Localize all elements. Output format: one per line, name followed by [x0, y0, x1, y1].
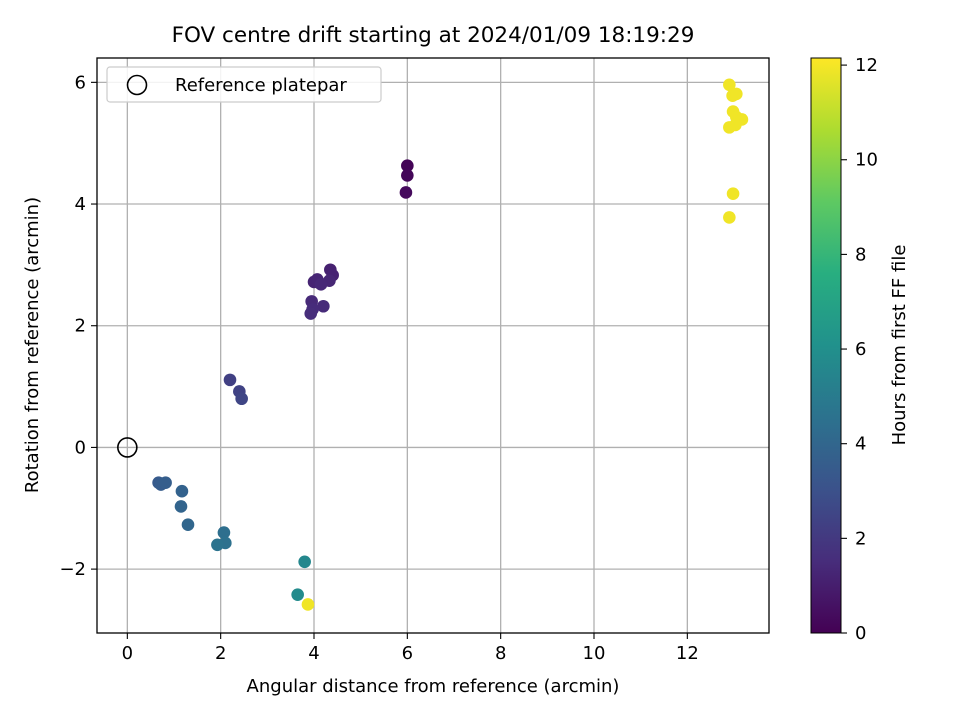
drift-point — [159, 476, 172, 490]
drift-point — [723, 211, 736, 224]
colorbar-gradient — [810, 57, 842, 634]
x-tick-label: 0 — [122, 643, 133, 664]
x-tick-label: 4 — [308, 643, 319, 664]
y-tick-label: −2 — [59, 559, 86, 580]
drift-point — [211, 538, 224, 552]
y-tick-label: 6 — [75, 72, 86, 93]
colorbar-tick-label: 0 — [855, 623, 866, 644]
x-tick-label: 8 — [495, 643, 506, 664]
plot-area — [96, 57, 770, 634]
colorbar-tick-label: 4 — [855, 434, 866, 455]
points-layer — [117, 78, 749, 611]
x-axis-label: Angular distance from reference (arcmin) — [247, 676, 620, 697]
chart-title: FOV centre drift starting at 2024/01/09 … — [172, 23, 695, 48]
colorbar: 0 2 4 6 8 10 12 Hours from first FF file — [810, 55, 910, 644]
drift-point — [730, 87, 743, 101]
colorbar-tick-label: 6 — [855, 339, 866, 360]
y-tick-label: 0 — [75, 437, 86, 458]
drift-point — [399, 186, 413, 199]
drift-point — [314, 278, 328, 291]
drift-point — [175, 484, 189, 498]
drift-point — [174, 500, 188, 513]
drift-point — [291, 588, 304, 601]
drift-point — [726, 187, 740, 200]
drift-point — [401, 169, 414, 182]
drift-point — [223, 373, 237, 387]
drift-point — [217, 526, 231, 539]
plot-frame — [96, 57, 770, 634]
drift-point — [401, 159, 414, 172]
colorbar-tick-label: 10 — [855, 150, 878, 171]
x-tick-label: 6 — [402, 643, 413, 664]
y-tick-label: 2 — [75, 316, 86, 337]
drift-point — [304, 307, 318, 320]
grid-layer — [97, 58, 769, 633]
reference-platepar-marker — [117, 437, 138, 458]
y-tick-label: 4 — [75, 194, 86, 215]
legend-entry-reference: Reference platepar — [175, 75, 347, 96]
drift-point — [298, 555, 311, 569]
colorbar-ticks: 0 2 4 6 8 10 12 — [841, 55, 878, 644]
colorbar-tick-label: 12 — [855, 55, 878, 76]
legend: Reference platepar — [106, 66, 382, 103]
legend-marker-reference — [126, 74, 148, 96]
x-tick-label: 12 — [676, 643, 699, 664]
colorbar-label: Hours from first FF file — [889, 245, 910, 446]
y-axis-label: Rotation from reference (arcmin) — [22, 197, 43, 493]
drift-point — [723, 121, 736, 134]
x-tick-label: 2 — [215, 643, 226, 664]
drift-point — [317, 299, 330, 313]
drift-point — [235, 392, 248, 406]
x-tick-label: 10 — [583, 643, 606, 664]
drift-point — [301, 598, 315, 611]
drift-point — [181, 518, 195, 531]
colorbar-tick-label: 2 — [855, 528, 866, 549]
x-axis-ticks: 0 2 4 6 8 10 12 — [122, 633, 699, 664]
colorbar-tick-label: 8 — [855, 244, 866, 265]
legend-box — [106, 66, 382, 103]
y-axis-ticks: −2 0 2 4 6 — [59, 72, 97, 580]
drift-point — [723, 78, 736, 92]
